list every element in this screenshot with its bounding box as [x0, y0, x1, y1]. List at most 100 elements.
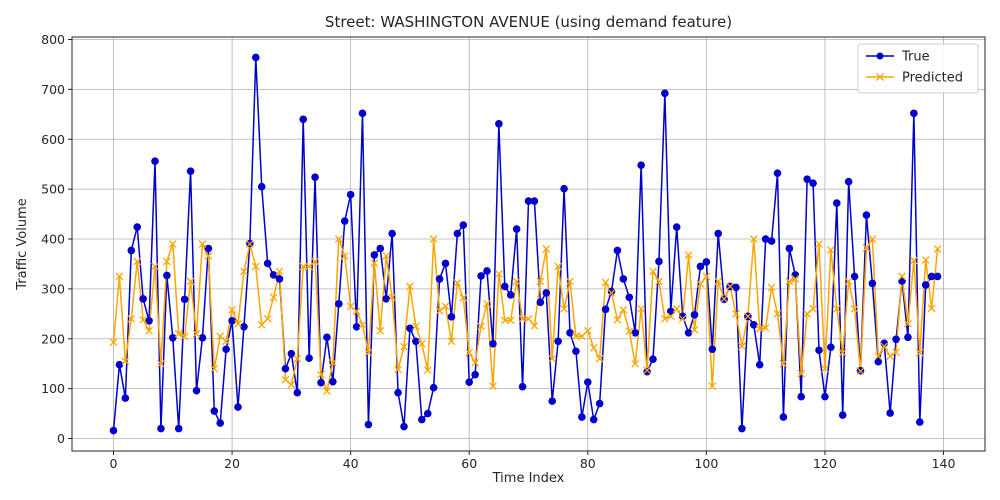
data-point-true	[168, 333, 177, 342]
data-point-predicted	[429, 235, 438, 243]
legend-marker-predicted	[876, 73, 884, 81]
data-point-predicted	[192, 329, 201, 338]
data-point-predicted	[210, 364, 219, 373]
data-point-predicted	[340, 252, 349, 260]
data-point-true	[821, 392, 829, 401]
data-point-predicted	[862, 244, 871, 252]
data-point-predicted	[672, 304, 681, 313]
x-tick-label: 20	[224, 456, 240, 471]
data-point-predicted	[821, 364, 829, 373]
data-point-true	[352, 323, 361, 331]
data-point-true	[548, 397, 557, 405]
legend: True Predicted	[857, 43, 979, 94]
data-point-true	[216, 419, 225, 427]
data-point-predicted	[767, 283, 776, 292]
data-point-predicted	[245, 240, 254, 248]
data-point-true	[305, 354, 313, 363]
y-tick-label: 800	[41, 32, 65, 47]
data-point-predicted	[761, 323, 770, 332]
x-tick-label: 100	[694, 456, 718, 471]
data-point-true	[536, 298, 545, 307]
plot-frame	[71, 36, 986, 452]
data-point-true	[797, 392, 806, 401]
data-point-true	[749, 321, 758, 329]
data-point-true	[471, 370, 479, 379]
data-point-true	[299, 115, 308, 124]
data-point-predicted	[909, 256, 918, 265]
data-point-true	[572, 347, 580, 356]
data-point-predicted	[471, 358, 480, 367]
data-point-true	[429, 383, 438, 392]
data-point-true	[844, 177, 853, 186]
data-point-true	[139, 295, 147, 303]
data-point-true	[708, 345, 717, 354]
y-tick-label: 700	[41, 82, 65, 97]
data-point-true	[512, 225, 521, 233]
data-point-predicted	[898, 272, 906, 281]
data-point-true	[435, 275, 444, 283]
series-line-true	[112, 56, 938, 431]
data-point-true	[815, 346, 823, 355]
data-point-predicted	[548, 354, 557, 363]
data-point-predicted	[892, 348, 900, 357]
data-point-predicted	[269, 293, 278, 302]
data-point-predicted	[174, 329, 183, 338]
legend-marker-true	[876, 52, 884, 60]
chart-title: Street: WASHINGTON AVENUE (using demand …	[325, 13, 732, 31]
data-point-true	[364, 420, 373, 429]
data-point-true	[838, 411, 847, 419]
data-point-true	[619, 275, 628, 283]
data-point-predicted	[803, 309, 812, 318]
data-point-predicted	[512, 277, 521, 286]
data-point-true	[234, 403, 242, 411]
data-point-true	[275, 275, 284, 283]
data-point-true	[358, 109, 367, 118]
data-point-true	[370, 251, 379, 259]
data-point-predicted	[702, 272, 711, 281]
data-point-predicted	[494, 270, 503, 278]
data-point-true	[732, 283, 740, 292]
x-tick-label: 60	[461, 456, 477, 471]
y-axis-ticks: 0 100 200 300 400 500 600 700 800	[41, 32, 72, 446]
data-point-true	[791, 271, 800, 279]
data-point-true	[738, 424, 746, 433]
data-point-predicted	[518, 314, 527, 323]
data-point-true	[542, 289, 551, 297]
data-point-true	[423, 409, 432, 418]
data-point-true	[874, 357, 883, 366]
data-point-predicted	[649, 267, 657, 276]
data-point-predicted	[293, 354, 302, 363]
data-point-predicted	[660, 314, 669, 323]
data-point-predicted	[447, 337, 456, 346]
data-point-predicted	[631, 359, 640, 368]
x-tick-label: 40	[343, 456, 359, 471]
data-point-predicted	[554, 262, 563, 271]
data-point-true	[311, 173, 319, 181]
data-point-true	[886, 409, 894, 417]
data-point-true	[524, 197, 533, 205]
data-point-true	[892, 335, 900, 344]
data-point-predicted	[850, 304, 859, 313]
data-point-predicted	[643, 366, 651, 375]
data-point-true	[477, 272, 485, 280]
data-point-true	[329, 377, 337, 386]
data-point-predicted	[198, 240, 207, 248]
data-point-predicted	[465, 348, 474, 357]
data-point-predicted	[299, 262, 308, 271]
data-point-true	[506, 291, 515, 299]
y-axis-label: Traffic Volume	[15, 198, 30, 291]
data-point-true	[933, 272, 942, 281]
data-point-true	[560, 184, 568, 193]
data-point-true	[293, 388, 302, 397]
data-point-true	[465, 378, 474, 386]
data-point-predicted	[483, 299, 491, 308]
data-point-predicted	[607, 289, 616, 297]
data-point-predicted	[240, 267, 248, 276]
data-point-predicted	[838, 348, 847, 357]
data-point-predicted	[115, 272, 124, 281]
data-point-true	[263, 259, 272, 268]
data-point-true	[637, 161, 645, 169]
data-point-predicted	[927, 304, 936, 313]
data-point-true	[666, 307, 675, 316]
